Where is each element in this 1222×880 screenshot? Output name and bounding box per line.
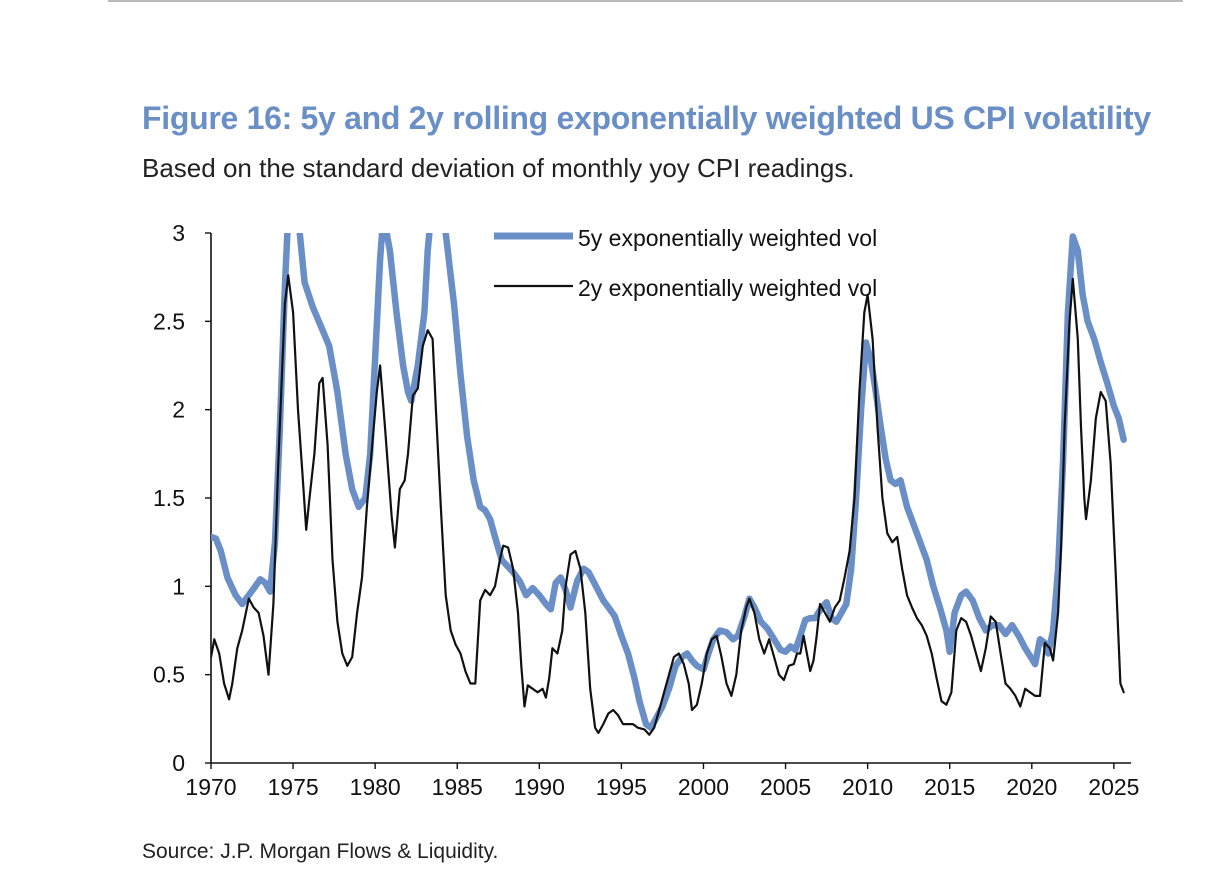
series-line-5y	[211, 233, 1127, 731]
y-tick-label: 1	[172, 573, 185, 599]
y-tick-label: 2	[172, 397, 185, 423]
x-tick-label: 2025	[1088, 774, 1139, 800]
x-tick-label: 1995	[596, 774, 647, 800]
chart-axes: 0 0.5 1 1.5 2 2.5 3 1970 1975 1980 1985 1990 1995 200…	[153, 220, 1139, 800]
x-tick-label: 1975	[267, 774, 318, 800]
chart-title: Figure 16: 5y and 2y rolling exponential…	[142, 100, 1151, 136]
x-tick-label: 2010	[842, 774, 893, 800]
series-line-2y	[211, 274, 1125, 736]
x-tick-label: 2015	[924, 774, 975, 800]
y-tick-label: 0	[172, 750, 185, 776]
legend-label-2y: 2y exponentially weighted vol	[578, 275, 877, 301]
x-tick-label: 2000	[678, 774, 729, 800]
x-tick-label: 2020	[1006, 774, 1057, 800]
y-tick-label: 2.5	[153, 308, 185, 334]
x-tick-label: 1985	[432, 774, 483, 800]
chart-subtitle: Based on the standard deviation of month…	[142, 153, 855, 183]
x-tick-label: 2005	[760, 774, 811, 800]
y-tick-label: 0.5	[153, 662, 185, 688]
source-note: Source: J.P. Morgan Flows & Liquidity.	[142, 840, 499, 863]
chart-lines	[211, 233, 1127, 736]
x-tick-label: 1990	[514, 774, 565, 800]
y-tick-label: 3	[172, 220, 185, 246]
legend-label-5y: 5y exponentially weighted vol	[578, 225, 877, 251]
x-tick-label: 1970	[185, 774, 236, 800]
x-tick-label: 1980	[350, 774, 401, 800]
y-tick-label: 1.5	[153, 485, 185, 511]
chart-legend: 5y exponentially weighted vol 2y exponen…	[494, 225, 877, 301]
top-rule	[108, 0, 1183, 2]
